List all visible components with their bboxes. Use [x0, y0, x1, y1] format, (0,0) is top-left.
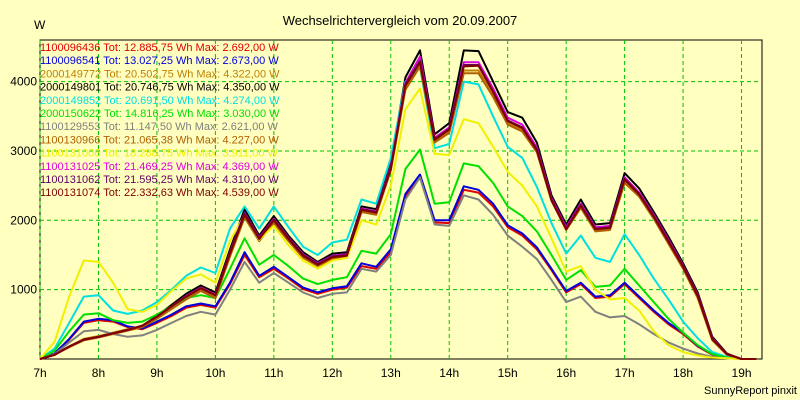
- y-tick-label: 1000: [10, 283, 37, 297]
- x-tick-label: 19h: [732, 366, 752, 380]
- x-tick-label: 11h: [264, 366, 283, 380]
- axis-ticks: 7h 8h 9h 10h 11h 12h 13h 14h 15h 16h 17h 18h 19h 1000…: [10, 75, 751, 380]
- x-tick-label: 8h: [92, 366, 105, 380]
- series-line-2000150622: [39, 148, 757, 360]
- series-line-1100129553: [39, 176, 757, 360]
- legend-entry-1100131074: 1100131074 Tot: 22.332,63 Wh Max: 4.539,…: [40, 187, 279, 199]
- legend-entry-2000149772: 2000149772 Tot: 20.502,75 Wh Max: 4.322,…: [40, 68, 280, 80]
- x-tick-label: 9h: [150, 366, 163, 380]
- y-tick-label: 3000: [10, 144, 37, 158]
- x-tick-label: 18h: [673, 366, 693, 380]
- legend-entry-1100130966: 1100130966 Tot: 21.065,38 Wh Max: 4.227,…: [40, 134, 279, 146]
- y-tick-label: 4000: [10, 75, 37, 89]
- series-line-1100131006: [39, 87, 757, 360]
- x-tick-label: 7h: [33, 366, 46, 380]
- x-tick-label: 13h: [381, 366, 401, 380]
- legend: 1100096436 Tot: 12.885,75 Wh Max: 2.692,…: [40, 42, 280, 199]
- series-line-1100131074: [39, 61, 757, 360]
- series-line-1100096541: [39, 173, 757, 360]
- grid-lines: [39, 40, 762, 359]
- legend-entry-2000149801: 2000149801 Tot: 20.746,75 Wh Max: 4.350,…: [40, 82, 280, 94]
- legend-entry-1100129553: 1100129553 Tot: 11.147,50 Wh Max: 2.621,…: [40, 121, 279, 133]
- legend-entry-1100131062: 1100131062 Tot: 21.595,25 Wh Max: 4.310,…: [40, 174, 279, 186]
- legend-entry-1100096436: 1100096436 Tot: 12.885,75 Wh Max: 2.692,…: [40, 42, 279, 54]
- x-tick-label: 17h: [615, 366, 635, 380]
- chart-title: Wechselrichtervergleich vom 20.09.2007: [283, 13, 518, 28]
- series-lines: [39, 49, 757, 360]
- x-tick-label: 14h: [439, 366, 459, 380]
- footer-credit: SunnyReport pinxit: [704, 385, 797, 397]
- legend-entry-1100131006: 1100131006 Tot: 18.288,75 Wh Max: 3.911,…: [40, 148, 279, 160]
- legend-entry-2000149852: 2000149852 Tot: 20.691,50 Wh Max: 4.274,…: [40, 95, 280, 107]
- x-tick-label: 12h: [322, 366, 342, 380]
- x-tick-label: 16h: [556, 366, 576, 380]
- legend-entry-1100131025: 1100131025 Tot: 21.469,25 Wh Max: 4.369,…: [40, 161, 279, 173]
- legend-entry-2000150622: 2000150622 Tot: 14.816,25 Wh Max: 3.030,…: [40, 108, 280, 120]
- x-tick-label: 10h: [205, 366, 225, 380]
- x-tick-label: 15h: [498, 366, 518, 380]
- y-axis-label: W: [34, 18, 46, 32]
- y-tick-label: 2000: [10, 213, 37, 227]
- legend-entry-1100096541: 1100096541 Tot: 13.027,25 Wh Max: 2.673,…: [40, 55, 279, 67]
